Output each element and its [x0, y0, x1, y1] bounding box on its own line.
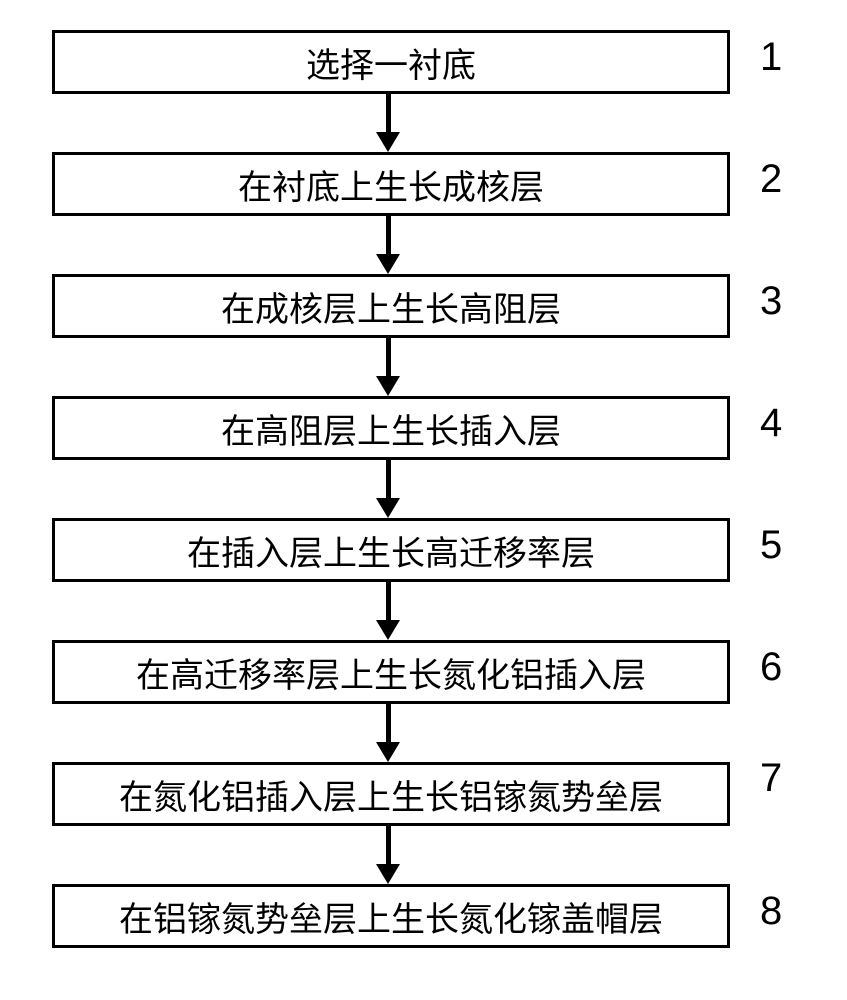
- step-box-2: 在衬底上生长成核层: [52, 152, 730, 216]
- step-text-1: 选择一衬底: [306, 38, 476, 87]
- step-num-4: 4: [760, 401, 782, 446]
- step-box-8: 在铝镓氮势垒层上生长氮化镓盖帽层: [52, 884, 730, 948]
- step-box-1: 选择一衬底: [52, 30, 730, 94]
- step-num-8: 8: [760, 889, 782, 934]
- step-num-5: 5: [760, 523, 782, 568]
- step-box-4: 在高阻层上生长插入层: [52, 396, 730, 460]
- step-num-2: 2: [760, 157, 782, 202]
- step-box-6: 在高迁移率层上生长氮化铝插入层: [52, 640, 730, 704]
- step-num-7: 7: [760, 756, 782, 801]
- step-num-6: 6: [760, 645, 782, 690]
- step-text-3: 在成核层上生长高阻层: [221, 282, 561, 331]
- flowchart-canvas: 选择一衬底 1 在衬底上生长成核层 2 在成核层上生长高阻层 3 在高阻层上生长…: [0, 0, 847, 1000]
- step-num-1: 1: [760, 35, 782, 80]
- step-text-2: 在衬底上生长成核层: [238, 160, 544, 209]
- step-box-3: 在成核层上生长高阻层: [52, 274, 730, 338]
- step-text-5: 在插入层上生长高迁移率层: [187, 526, 595, 575]
- step-num-3: 3: [760, 279, 782, 324]
- step-box-7: 在氮化铝插入层上生长铝镓氮势垒层: [52, 762, 730, 826]
- step-box-5: 在插入层上生长高迁移率层: [52, 518, 730, 582]
- step-text-7: 在氮化铝插入层上生长铝镓氮势垒层: [119, 770, 663, 819]
- step-text-8: 在铝镓氮势垒层上生长氮化镓盖帽层: [119, 892, 663, 941]
- step-text-4: 在高阻层上生长插入层: [221, 404, 561, 453]
- step-text-6: 在高迁移率层上生长氮化铝插入层: [136, 648, 646, 697]
